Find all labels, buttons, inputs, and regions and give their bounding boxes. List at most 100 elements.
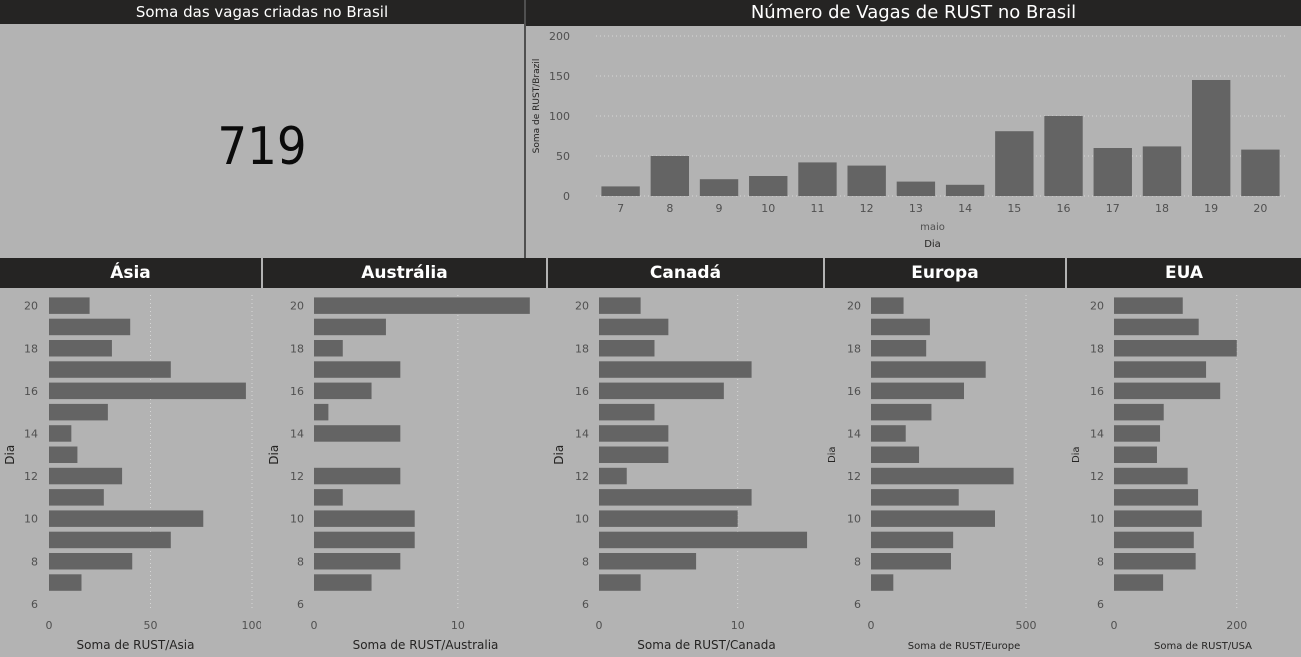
- usa-bar-day-19: [1114, 318, 1199, 336]
- europe-ytick-16: 16: [847, 385, 861, 398]
- europe-ytick-6: 6: [854, 598, 861, 611]
- brazil-xtick-19: 19: [1204, 202, 1218, 215]
- europe-ytick-20: 20: [847, 300, 861, 313]
- brazil-xtick-8: 8: [666, 202, 673, 215]
- usa-y-axis-title: Dia: [1071, 446, 1082, 463]
- canada-bar-day-12: [599, 467, 627, 485]
- usa-bar-day-10: [1114, 510, 1202, 527]
- canada-bar-day-11: [599, 489, 752, 506]
- europe-bar-day-8: [871, 553, 951, 570]
- asia-bar-chart: 0 50 100 20 18 16 14 12 10 8 6 Soma de RUST/Asia Dia: [3, 295, 262, 652]
- brazil-xtick-16: 16: [1057, 202, 1071, 215]
- europe-bar-chart: 0 500 20 18 16 14 12 10 8 6 Soma de RUST/Europe Dia: [827, 295, 1037, 652]
- usa-bar-day-13: [1114, 446, 1157, 463]
- europe-xtick-1: 500: [1016, 619, 1037, 632]
- europe-bar-day-7: [871, 574, 894, 591]
- region-title-europe: Europa: [825, 258, 1065, 288]
- australia-ytick-6: 6: [297, 598, 304, 611]
- asia-x-axis-title: Soma de RUST/Asia: [77, 638, 195, 652]
- brazil-xtick-13: 13: [909, 202, 923, 215]
- europe-bar-day-16: [871, 382, 964, 400]
- europe-bar-day-15: [871, 403, 932, 421]
- europe-xtick-0: 0: [868, 619, 875, 632]
- australia-y-axis-title: Dia: [267, 445, 281, 465]
- europe-bar-day-14: [871, 425, 906, 442]
- europe-bar-day-19: [871, 318, 930, 336]
- canada-bar-day-8: [599, 553, 697, 570]
- total-card: Soma das vagas criadas no Brasil 719: [0, 0, 524, 258]
- usa-bar-day-14: [1114, 425, 1161, 442]
- region-title-australia: Austrália: [263, 258, 546, 288]
- canada-bar-day-14: [599, 425, 669, 442]
- usa-ytick-18: 18: [1090, 342, 1104, 355]
- asia-y-axis-title: Dia: [3, 445, 17, 465]
- usa-ytick-16: 16: [1090, 385, 1104, 398]
- usa-bar-day-16: [1114, 382, 1221, 400]
- brazil-x-axis-title: Dia: [924, 239, 941, 250]
- canada-ytick-10: 10: [575, 513, 589, 526]
- europe-bar-day-10: [871, 510, 995, 527]
- europe-x-axis-title: Soma de RUST/Europe: [908, 641, 1020, 652]
- canada-y-axis-title: Dia: [552, 445, 566, 465]
- australia-bar-day-11: [314, 489, 343, 506]
- canada-x-axis-title: Soma de RUST/Canada: [637, 638, 775, 652]
- asia-bar-day-18: [49, 340, 112, 357]
- australia-bar-day-20: [314, 297, 530, 314]
- brazil-bar-day-12: [847, 165, 886, 196]
- region-title-usa: EUA: [1067, 258, 1301, 288]
- europe-bar-day-9: [871, 531, 954, 549]
- canada-bar-day-17: [599, 361, 752, 378]
- brazil-bar-day-16: [1044, 116, 1083, 196]
- usa-xtick-1: 200: [1226, 619, 1247, 632]
- brazil-xtick-18: 18: [1155, 202, 1169, 215]
- australia-bar-day-9: [314, 531, 415, 549]
- brazil-bar-day-13: [896, 181, 936, 196]
- canada-bar-day-7: [599, 574, 641, 591]
- region-panel-australia: Austrália 0 10 20 18 16 14 12 10 8 6 Soma de RUST/…: [263, 258, 546, 657]
- europe-ytick-18: 18: [847, 342, 861, 355]
- usa-bar-chart: 0 200 20 18 16 14 12 10 8 6 Soma de RUST/USA Dia: [1071, 295, 1252, 652]
- asia-bar-day-12: [49, 467, 123, 485]
- australia-bar-day-8: [314, 553, 401, 570]
- australia-ytick-18: 18: [290, 342, 304, 355]
- brazil-bar-day-15: [995, 131, 1034, 196]
- brazil-ytick-4: 200: [549, 30, 570, 43]
- canada-bar-day-13: [599, 446, 669, 463]
- brazil-bar-day-19: [1191, 80, 1231, 196]
- region-panel-canada: Canadá 0 10 20 18 16 14 12 10 8 6 Soma de RUST/Can…: [548, 258, 823, 657]
- region-title-canada: Canadá: [548, 258, 823, 288]
- brazil-bar-day-14: [945, 184, 985, 196]
- brazil-xtick-10: 10: [761, 202, 775, 215]
- asia-ytick-10: 10: [24, 513, 38, 526]
- australia-bar-day-17: [314, 361, 401, 378]
- europe-bar-day-12: [871, 467, 1014, 485]
- usa-ytick-20: 20: [1090, 300, 1104, 313]
- asia-bar-day-7: [49, 574, 82, 591]
- vertical-divider: [524, 0, 526, 258]
- usa-bar-day-7: [1114, 574, 1164, 591]
- usa-ytick-8: 8: [1097, 555, 1104, 568]
- asia-xtick-2: 100: [242, 619, 262, 632]
- brazil-ytick-2: 100: [549, 110, 570, 123]
- europe-y-axis-title: Dia: [827, 446, 838, 463]
- asia-ytick-18: 18: [24, 342, 38, 355]
- brazil-xtick-20: 20: [1253, 202, 1267, 215]
- australia-ytick-16: 16: [290, 385, 304, 398]
- australia-ytick-14: 14: [290, 427, 304, 440]
- asia-bar-day-17: [49, 361, 171, 378]
- brazil-xtick-15: 15: [1007, 202, 1021, 215]
- australia-ytick-10: 10: [290, 513, 304, 526]
- asia-bar-day-20: [49, 297, 90, 314]
- usa-ytick-14: 14: [1090, 427, 1104, 440]
- brazil-bar-day-9: [699, 179, 739, 196]
- canada-bar-day-9: [599, 531, 808, 549]
- europe-bar-day-20: [871, 297, 904, 314]
- usa-ytick-6: 6: [1097, 598, 1104, 611]
- canada-ytick-12: 12: [575, 470, 589, 483]
- canada-xtick-0: 0: [596, 619, 603, 632]
- usa-xtick-0: 0: [1111, 619, 1118, 632]
- total-card-value: 719: [217, 117, 307, 177]
- usa-bar-day-20: [1114, 297, 1183, 314]
- canada-bar-day-15: [599, 403, 655, 421]
- australia-bar-day-14: [314, 425, 401, 442]
